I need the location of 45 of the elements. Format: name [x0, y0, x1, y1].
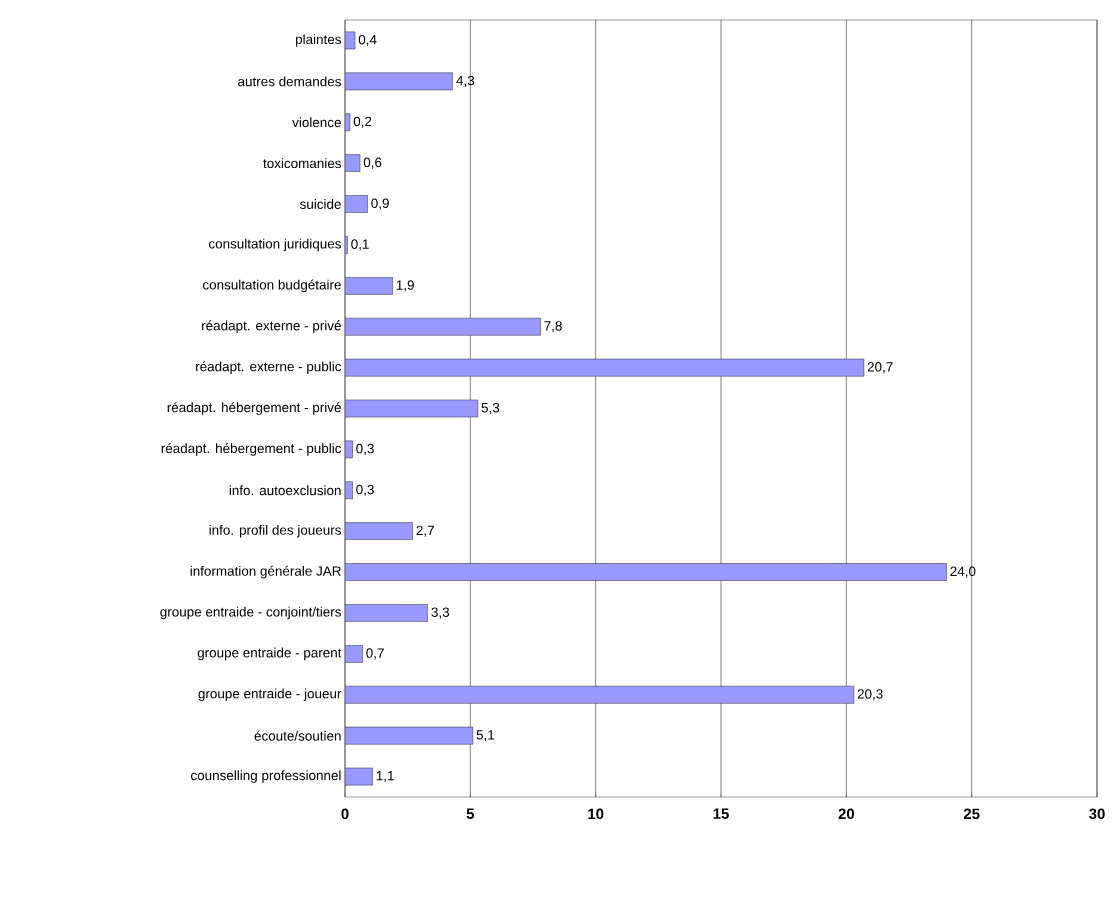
y-tick-label: toxicomanies: [263, 158, 341, 169]
data-label: 2,7: [416, 525, 434, 537]
y-tick-label: réadapt. externe - privé: [202, 320, 341, 334]
y-tick-label: info. autoexclusion: [229, 485, 341, 496]
y-tick-label: consultation budgétaire: [202, 279, 341, 293]
x-tick-label: 15: [713, 808, 729, 819]
data-label: 20,3: [857, 689, 883, 701]
x-tick-label: 25: [963, 808, 980, 820]
data-label: 0,3: [356, 484, 374, 496]
data-label: 7,8: [544, 321, 562, 333]
data-label: 0,4: [358, 34, 377, 46]
data-label: 1,9: [396, 280, 414, 292]
y-tick-label: violence: [292, 117, 341, 128]
y-tick-label: suicide: [299, 199, 341, 209]
y-tick-label: consultation juridiques: [208, 238, 341, 252]
x-tick-label: 0: [341, 808, 349, 820]
data-label: 0,6: [363, 157, 382, 169]
x-tick-label: 10: [588, 808, 604, 820]
x-tick-label: 30: [1089, 808, 1105, 820]
y-tick-label: plaintes: [295, 34, 341, 47]
data-label: 1,1: [376, 771, 394, 783]
data-label: 3,3: [431, 607, 450, 619]
data-label: 5,3: [481, 402, 500, 415]
y-tick-label: counselling professionnel: [191, 770, 341, 783]
y-tick-label: réadapt. hébergement - privé: [167, 402, 341, 415]
y-tick-label: groupe entraide - conjoint/tiers: [160, 606, 341, 620]
data-label: 0,3: [356, 443, 374, 455]
data-label: 0,7: [366, 648, 384, 660]
x-tick-label: 5: [466, 808, 475, 819]
y-tick-label: autres demandes: [238, 76, 341, 87]
y-tick-label: écoute/soutien: [254, 730, 341, 741]
y-tick-label: information générale JAR: [190, 565, 341, 579]
y-tick-label: réadapt. hébergement - public: [161, 443, 342, 456]
x-tick-label: 20: [838, 808, 855, 820]
data-label: 0,1: [351, 239, 369, 251]
data-label: 20,7: [867, 362, 893, 374]
data-label: 0,9: [371, 198, 389, 210]
data-label: 0,2: [353, 116, 372, 128]
y-tick-label: groupe entraide - joueur: [198, 688, 342, 702]
y-tick-label: groupe entraide - parent: [197, 647, 342, 661]
y-tick-label: info. profil des joueurs: [209, 524, 341, 538]
data-label: 24,0: [950, 566, 976, 578]
y-tick-label: réadapt. externe - public: [196, 361, 342, 374]
data-label: 5,1: [476, 730, 495, 742]
data-label: 4,3: [456, 75, 475, 87]
